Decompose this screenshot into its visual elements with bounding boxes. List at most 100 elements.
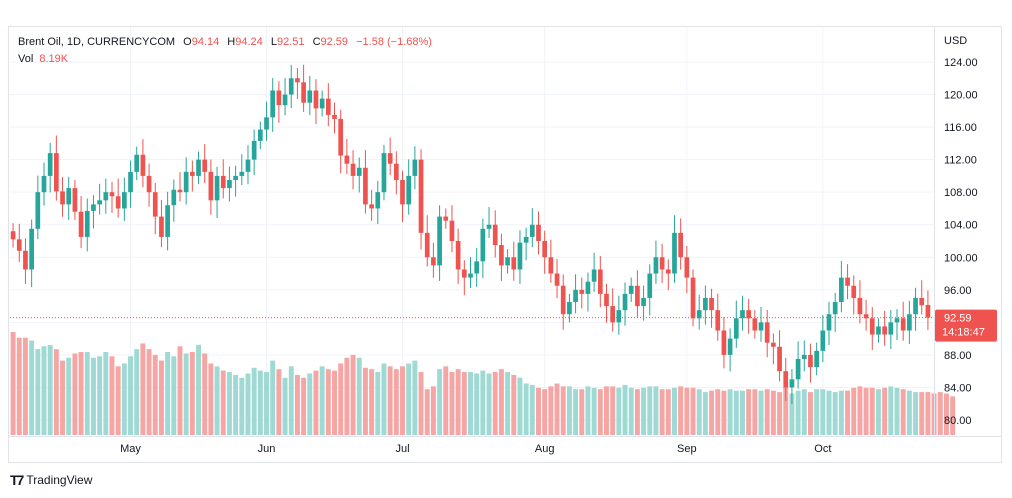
candle-body [338,118,344,156]
y-tick-label: 116.00 [944,122,977,134]
candle-body [91,204,96,211]
candle-body [66,188,72,205]
candle-body [23,250,28,270]
candle-body [319,98,325,109]
candle-body [659,257,665,270]
candle-body [393,163,399,180]
footer-brand[interactable]: T7 TradingView [10,472,92,488]
candle-body [647,273,653,298]
volume-bar [66,357,72,435]
candle-body [369,204,374,209]
candle-body [882,326,887,335]
price-axis[interactable]: 124.00 120.00 116.00 112.00 108.00 104.00 100.… [944,57,978,427]
volume-bar [517,377,523,435]
symbol-title[interactable]: Brent Oil, 1D, CURRENCYCOM [18,36,176,48]
candle-body [146,175,152,193]
volume-bar [103,352,109,435]
volume-bar [869,387,875,435]
volume-bar [585,386,591,435]
brand-name: TradingView [26,473,93,487]
volume-bar [554,383,560,435]
volume-bar [257,370,263,435]
candle-body [826,314,832,331]
volume-bar [152,354,158,435]
high-value: 94.24 [235,36,263,48]
candle-body [709,297,714,311]
volume-bar [16,337,22,435]
volume-bar [72,353,78,435]
candle-body [925,304,931,318]
candle-body [270,90,276,118]
volume-bar [486,373,492,435]
volume-bar [727,389,733,435]
volume-bar [60,360,66,435]
volume-bar [121,363,127,435]
candle-body [41,175,47,193]
y-tick-label: 108.00 [944,187,978,199]
tradingview-logo-icon: T7 [10,472,24,488]
volume-bar [548,386,554,435]
candle-body [78,211,84,237]
candle-body [591,269,597,282]
y-tick-label: 84.00 [944,382,972,394]
candle-body [189,171,195,176]
candle-body [122,192,127,209]
candle-body [597,269,603,294]
volume-bar [628,387,634,435]
candle-body [888,322,894,335]
countdown-value: 14:18:47 [942,327,985,339]
candle-body [814,350,819,368]
candle-body [665,269,671,274]
volume-bar [925,392,931,435]
last-price-tag: 92.59 14:18:47 [935,309,997,342]
volume-bar [375,372,381,435]
candle-body [672,232,677,274]
volume-bar [740,390,745,435]
volume-bar [542,389,548,435]
candle-body [220,175,226,189]
candle-body [715,310,721,331]
volume-bar [443,366,449,435]
candle-body [622,293,628,311]
volume-bar [566,386,572,435]
candle-body [529,224,535,237]
candle-body [16,239,22,251]
volume-bars [10,332,956,435]
volume-bar [239,377,245,435]
candle-body [517,242,523,270]
candle-body [869,318,875,335]
volume-bar [301,377,307,435]
volume-bar [733,390,739,435]
candle-body [47,153,53,176]
candle-body [60,191,65,205]
candle-body [696,310,702,319]
volume-bar [777,392,783,435]
volume-label[interactable]: Vol [18,53,34,65]
candles[interactable] [10,64,931,405]
volume-bar [882,387,888,435]
candle-body [913,297,918,315]
candle-body [690,277,696,319]
candle-body [468,273,473,278]
volume-bar [511,374,517,435]
volume-bar [758,390,764,435]
candle-body [443,216,449,221]
volume-bar [591,387,597,435]
candle-body [777,346,782,372]
y-tick-label: 120.00 [944,90,978,102]
candle-body [239,171,245,176]
candle-body [863,314,869,319]
candle-body [740,310,745,319]
volume-bar [226,372,232,435]
time-axis[interactable]: May Jun Jul Aug Sep Oct [120,443,831,455]
volume-bar [245,373,251,435]
candle-body [437,216,442,266]
candle-body [97,200,102,205]
candle-body [276,90,282,106]
x-tick-label: Sep [677,443,697,455]
candle-body [727,338,733,355]
volume-bar [183,353,189,435]
volume-bar [597,389,603,435]
volume-bar [709,390,715,435]
